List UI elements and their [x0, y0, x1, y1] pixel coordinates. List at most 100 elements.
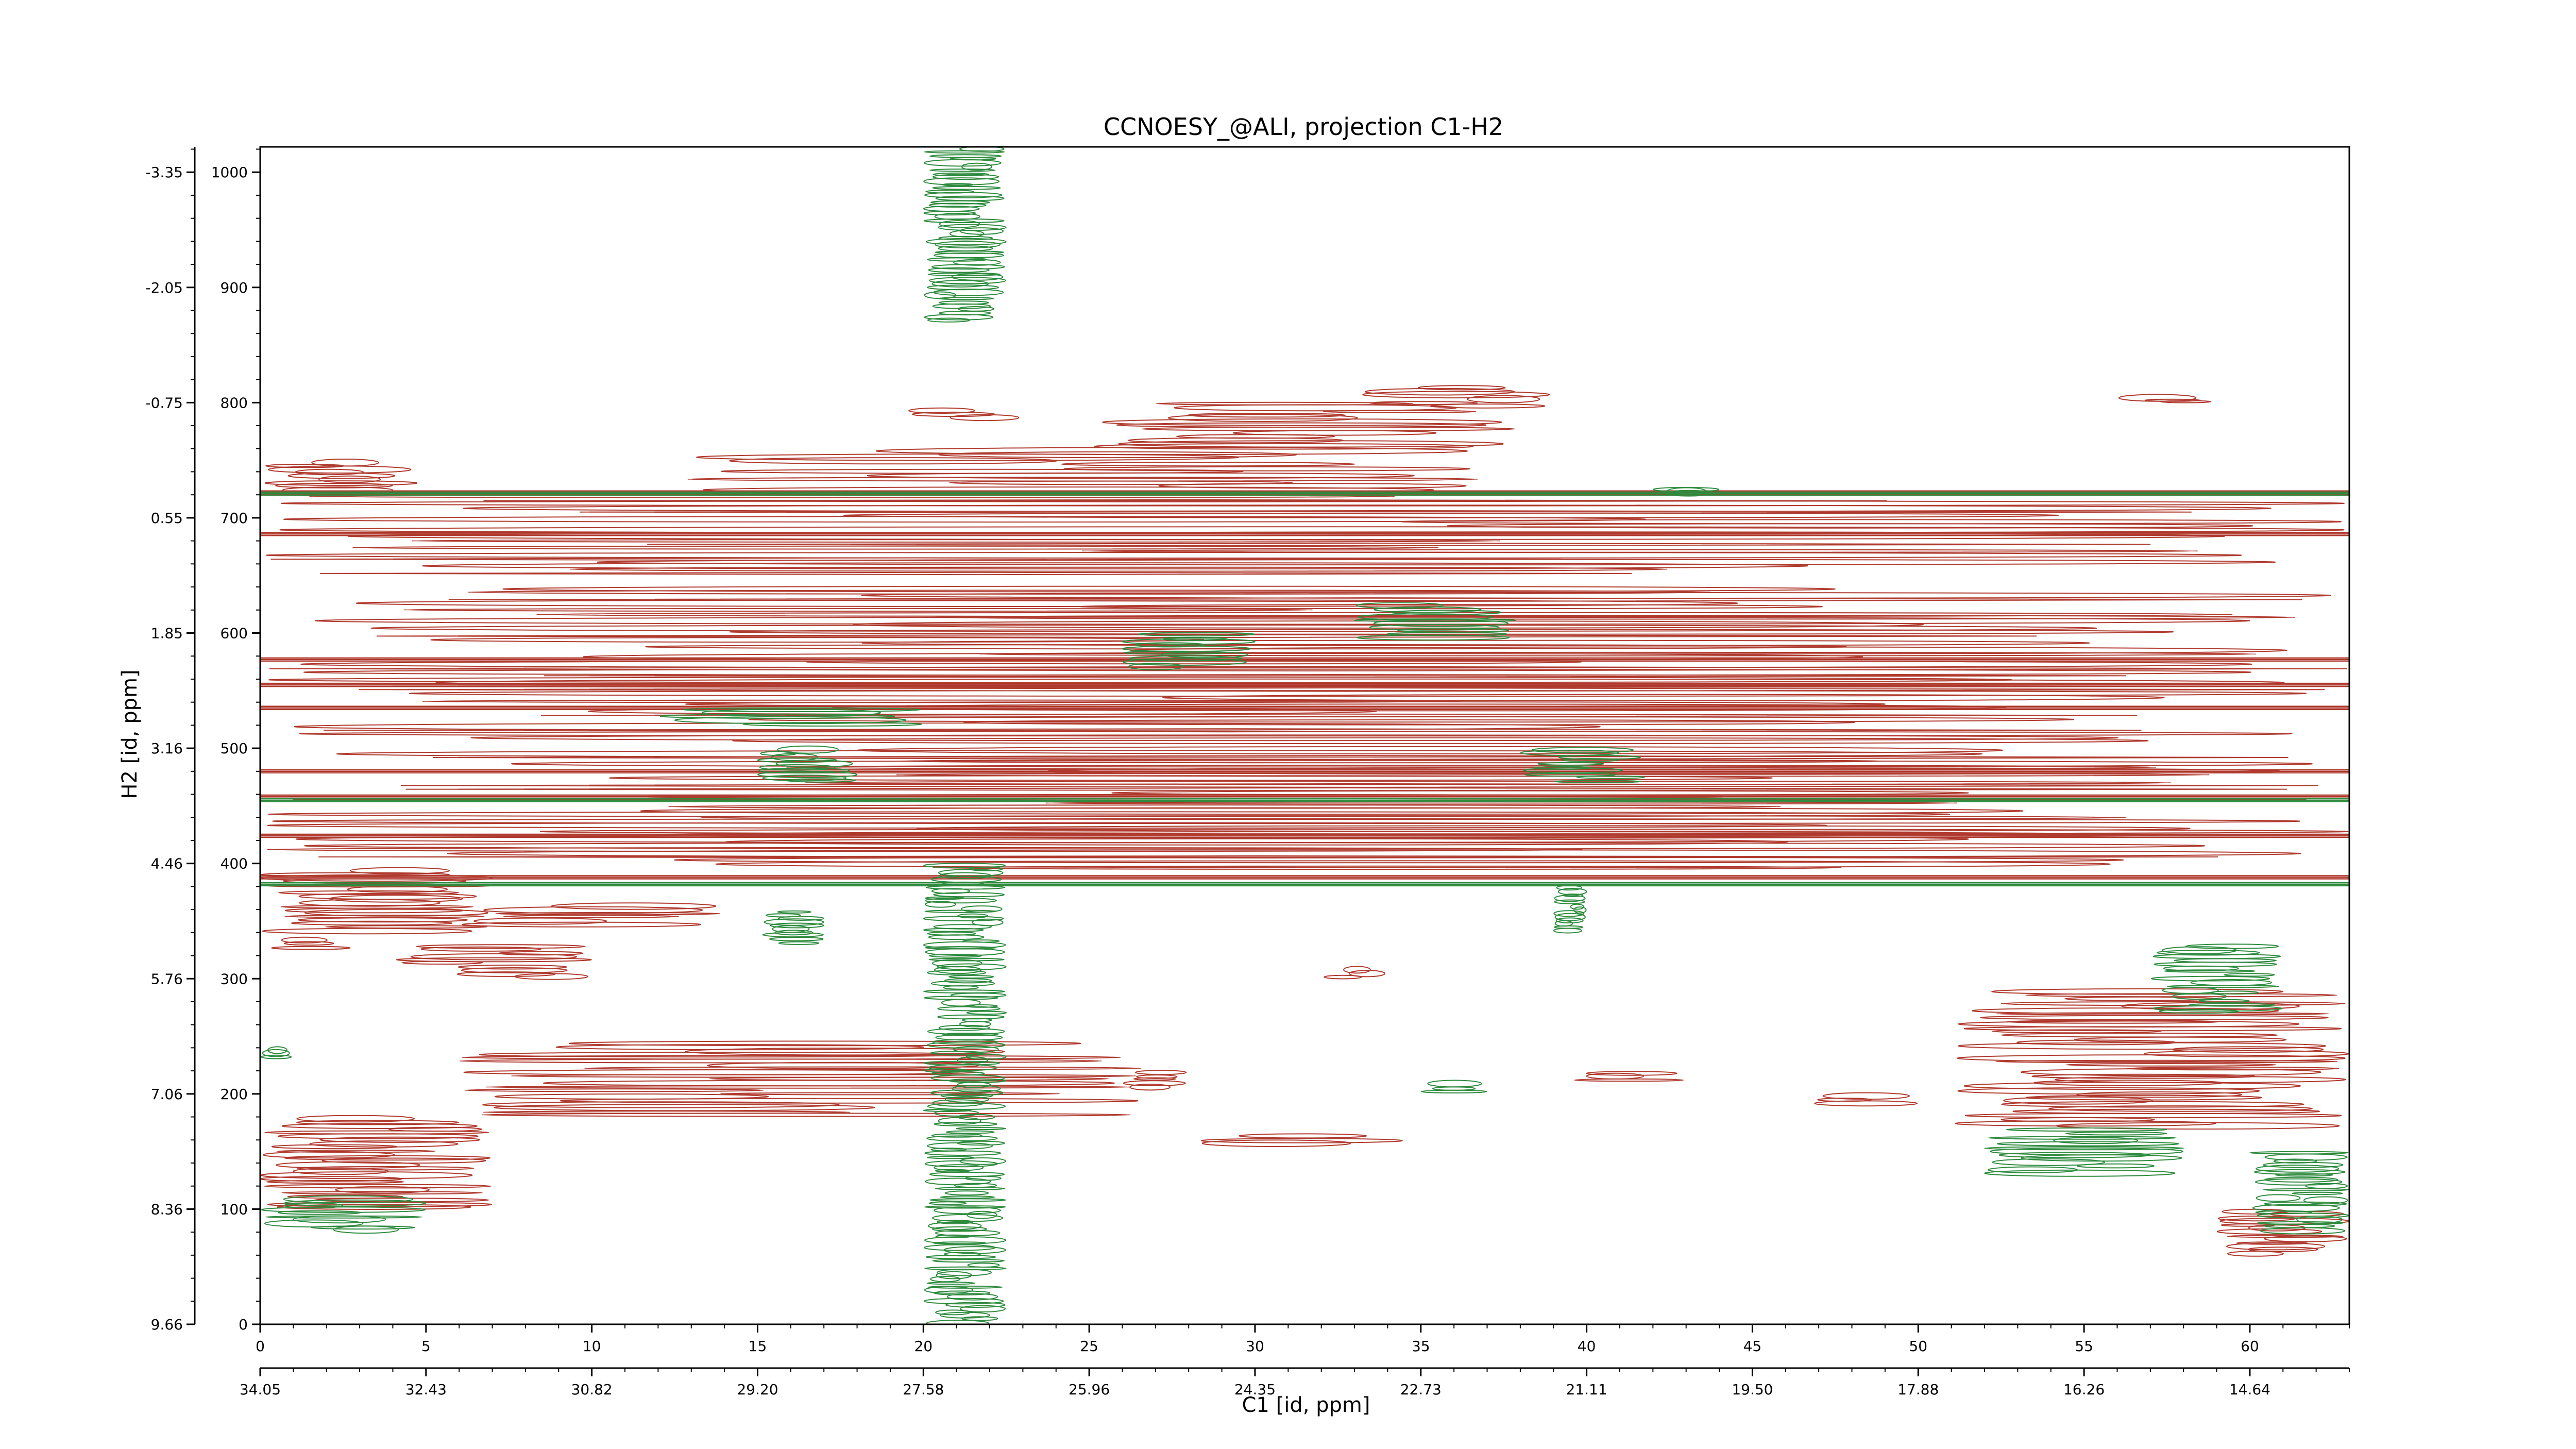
negative-contour — [950, 992, 1007, 998]
positive-contour — [685, 1048, 1005, 1056]
negative-contour — [926, 1135, 998, 1141]
negative-contour — [938, 1117, 981, 1125]
positive-contour — [707, 1062, 979, 1069]
positive-contour — [948, 480, 1294, 485]
negative-contour — [284, 1199, 427, 1207]
positive-contour — [1133, 1077, 1177, 1081]
negative-contour — [926, 1041, 1006, 1049]
negative-contour-band — [923, 863, 1007, 1324]
negative-contour — [941, 999, 981, 1007]
negative-contour — [923, 1244, 996, 1251]
negative-contour — [945, 1130, 995, 1134]
negative-contour — [2303, 1196, 2348, 1205]
positive-contour — [1323, 410, 1477, 413]
positive-contour — [1964, 1113, 2342, 1119]
negative-contour — [2156, 950, 2260, 956]
negative-contour — [933, 1290, 991, 1295]
positive-contour — [303, 668, 2251, 676]
negative-contour — [674, 716, 907, 724]
positive-contour — [277, 1133, 479, 1139]
positive-contour — [1102, 418, 1502, 426]
positive-contour — [729, 629, 2174, 635]
positive-contour — [416, 944, 586, 949]
positive-contour — [411, 539, 1501, 543]
x-ppm-tick-label: 25.96 — [1069, 1381, 1110, 1398]
x-tick-label: 55 — [2075, 1338, 2093, 1355]
plot-frame — [259, 146, 2350, 1325]
negative-contour — [943, 985, 979, 990]
x-tick-label: 25 — [1080, 1338, 1098, 1355]
negative-contour — [1554, 780, 1642, 783]
positive-contour — [1991, 988, 2284, 995]
negative-contour — [925, 901, 956, 908]
negative-contour — [925, 948, 1005, 956]
negative-contour — [953, 259, 1001, 266]
negative-contour-band — [1420, 1080, 1487, 1093]
x-ppm-tick-label: 22.73 — [1400, 1381, 1442, 1398]
negative-contour — [2275, 1173, 2334, 1177]
negative-contour — [932, 174, 999, 180]
positive-contour — [485, 1085, 1131, 1089]
negative-contour — [923, 211, 976, 216]
negative-contour — [923, 218, 1005, 223]
positive-contour — [1135, 1070, 1187, 1075]
x-tick-label: 35 — [1412, 1338, 1430, 1355]
negative-contour — [333, 1225, 399, 1234]
negative-contour — [959, 1305, 1006, 1312]
negative-contour — [261, 1206, 426, 1213]
positive-contour — [464, 1088, 764, 1092]
negative-contour — [777, 745, 839, 754]
positive-contour — [325, 925, 488, 929]
negative-contour — [966, 1010, 1007, 1015]
negative-contour — [941, 1093, 993, 1099]
negative-contour — [1984, 1169, 2176, 1177]
negative-contour — [923, 1108, 972, 1112]
positive-contour — [349, 867, 450, 874]
negative-contour — [933, 172, 990, 176]
y-tick-label: 400 — [221, 855, 248, 872]
negative-contour — [957, 1082, 991, 1088]
positive-contour — [2001, 1101, 2304, 1108]
positive-contour — [1045, 801, 1958, 805]
positive-contour — [1963, 1082, 2301, 1090]
negative-contour — [924, 1160, 998, 1168]
positive-contour — [401, 961, 483, 965]
negative-contour — [277, 1210, 361, 1215]
positive-contour — [2160, 400, 2212, 403]
positive-contour — [696, 453, 1240, 461]
x-tick-label: 50 — [1909, 1338, 1927, 1355]
x-tick-label: 60 — [2241, 1338, 2259, 1355]
positive-contour — [1447, 523, 2253, 529]
negative-contour — [1135, 642, 1206, 648]
negative-contour — [959, 227, 1004, 235]
positive-contour — [732, 737, 2149, 745]
negative-contour — [1554, 899, 1585, 904]
negative-contour — [933, 1241, 987, 1245]
negative-contour — [926, 1320, 990, 1324]
negative-contour — [923, 916, 1004, 921]
positive-contour — [511, 760, 2313, 768]
positive-contour — [1079, 604, 1823, 610]
positive-contour — [461, 967, 568, 973]
negative-contour — [935, 195, 1005, 201]
positive-contour — [2003, 1096, 2153, 1105]
positive-contour — [861, 639, 2090, 646]
negative-contour-band — [2249, 1151, 2349, 1235]
negative-contour — [1992, 1158, 2106, 1166]
positive-contour — [262, 1151, 395, 1159]
positive-contour — [1167, 414, 1358, 422]
negative-contour — [937, 1269, 992, 1276]
positive-contour — [281, 936, 328, 944]
positive-contour — [543, 1080, 1115, 1087]
positive-contour — [2226, 1242, 2326, 1251]
positive-contour-band — [1324, 966, 1386, 980]
negative-contour — [1374, 606, 1482, 613]
negative-contour — [924, 1205, 1007, 1209]
negative-contour — [1554, 895, 1586, 902]
negative-contour — [1537, 762, 1605, 766]
positive-contour-band — [461, 902, 721, 928]
negative-contour — [1554, 920, 1573, 927]
positive-contour — [1362, 391, 1550, 399]
positive-contour — [1814, 1100, 1918, 1107]
negative-contour — [944, 1190, 989, 1196]
